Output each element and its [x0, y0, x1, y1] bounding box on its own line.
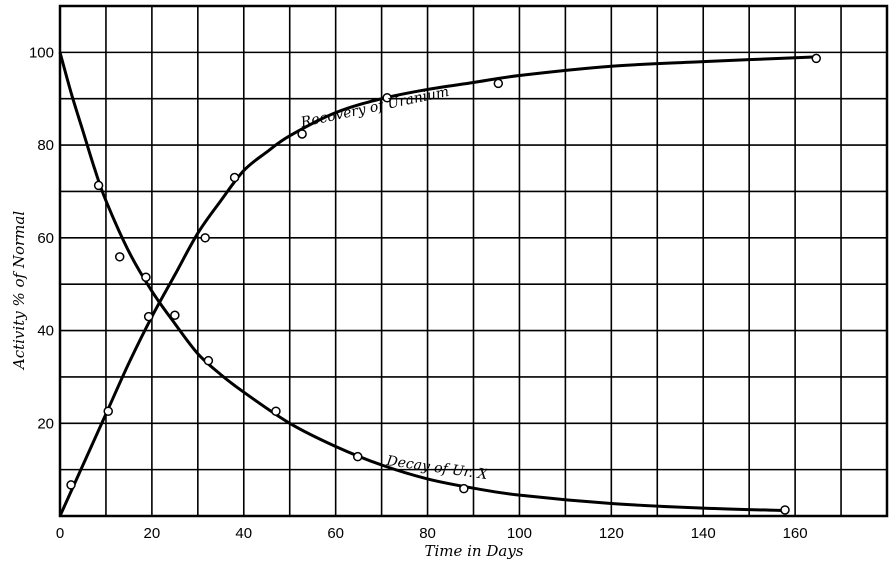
x-tick-label: 20	[144, 525, 161, 542]
x-tick-label: 60	[327, 525, 344, 542]
data-point-series-0	[811, 53, 821, 64]
x-tick-label: 160	[783, 525, 808, 542]
x-tick-label: 0	[56, 525, 64, 542]
y-tick-label: 100	[29, 44, 54, 61]
tick-labels: 0 20 40 60 80 100 120 140 160 20 40 60 80 100	[29, 44, 808, 542]
y-tick-label: 80	[37, 137, 54, 154]
data-point-series-1	[352, 451, 363, 462]
y-tick-label: 40	[37, 323, 54, 340]
data-point-series-0	[229, 172, 240, 183]
data-point-series-1	[780, 505, 790, 515]
data-point-series-1	[114, 252, 125, 262]
data-point-series-0	[297, 129, 307, 139]
curves	[58, 51, 814, 517]
data-point-series-1	[141, 272, 151, 282]
y-tick-label: 60	[37, 230, 54, 247]
x-tick-label: 120	[599, 525, 624, 542]
data-point-series-1	[170, 310, 180, 320]
x-axis-label: Time in Days	[424, 542, 523, 560]
data-point-series-1	[203, 355, 214, 366]
data-point-series-0	[66, 480, 76, 490]
data-point-series-0	[493, 78, 504, 89]
data-point-series-0	[103, 406, 113, 416]
data-point-series-0	[143, 311, 154, 322]
y-axis-label: Activity % of Normal	[10, 211, 28, 371]
x-tick-label: 80	[419, 525, 436, 542]
data-points	[66, 53, 821, 515]
y-tick-label: 20	[37, 415, 54, 432]
data-point-series-1	[93, 180, 104, 191]
data-point-series-0	[382, 93, 392, 103]
data-point-series-1	[459, 483, 469, 494]
curve-series-0	[58, 55, 814, 517]
data-point-series-1	[271, 406, 281, 416]
x-tick-label: 40	[235, 525, 252, 542]
x-tick-label: 140	[691, 525, 716, 542]
data-point-series-0	[200, 233, 210, 243]
x-tick-label: 100	[507, 525, 532, 542]
grid	[58, 4, 889, 518]
curve-series-1	[58, 51, 782, 512]
plot-frame	[58, 4, 889, 518]
